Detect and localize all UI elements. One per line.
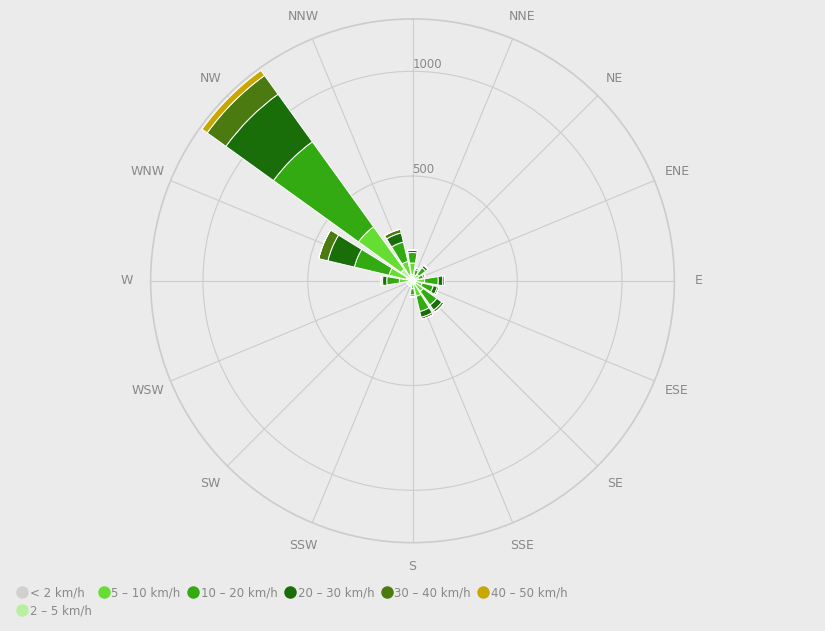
Bar xyxy=(410,281,412,283)
Bar xyxy=(416,268,420,269)
Bar xyxy=(407,278,412,281)
Bar xyxy=(420,308,432,317)
Bar xyxy=(408,284,409,285)
Bar xyxy=(408,252,417,263)
Bar xyxy=(413,280,417,281)
Bar xyxy=(202,71,265,133)
Bar xyxy=(414,274,419,279)
Bar xyxy=(415,283,423,292)
Legend: < 2 km/h, 2 – 5 km/h, 5 – 10 km/h, 10 – 20 km/h, 20 – 30 km/h, 30 – 40 km/h, 40 : < 2 km/h, 2 – 5 km/h, 5 – 10 km/h, 10 – … xyxy=(14,582,573,622)
Bar xyxy=(399,279,408,283)
Bar xyxy=(410,281,412,282)
Bar xyxy=(414,278,418,280)
Bar xyxy=(431,286,437,294)
Bar xyxy=(411,282,412,284)
Bar xyxy=(408,250,417,251)
Bar xyxy=(408,280,412,281)
Bar xyxy=(412,278,413,280)
Bar xyxy=(411,283,414,289)
Bar xyxy=(402,261,411,276)
Bar xyxy=(417,275,423,280)
Bar xyxy=(442,276,445,286)
Bar xyxy=(411,280,412,281)
Bar xyxy=(414,270,418,276)
Bar xyxy=(407,282,408,284)
Bar xyxy=(422,274,425,278)
Bar xyxy=(410,288,415,295)
Bar xyxy=(410,283,412,286)
Bar xyxy=(415,281,422,286)
Bar xyxy=(412,281,416,284)
Bar xyxy=(420,288,436,305)
Bar xyxy=(226,94,313,180)
Bar xyxy=(417,279,425,283)
Bar xyxy=(425,276,438,285)
Bar xyxy=(273,142,374,242)
Bar xyxy=(318,230,338,261)
Bar xyxy=(412,278,415,280)
Bar xyxy=(408,281,410,283)
Bar xyxy=(421,283,433,292)
Bar xyxy=(434,302,444,312)
Bar xyxy=(416,294,429,312)
Bar xyxy=(358,227,404,273)
Bar xyxy=(384,229,401,239)
Bar xyxy=(408,251,417,253)
Bar xyxy=(407,282,408,284)
Bar xyxy=(430,298,442,310)
Bar xyxy=(434,286,439,295)
Bar xyxy=(412,281,413,283)
Bar xyxy=(408,283,411,285)
Bar xyxy=(417,268,426,276)
Bar xyxy=(409,285,412,286)
Bar xyxy=(423,265,428,270)
Bar xyxy=(410,263,415,274)
Bar xyxy=(401,269,412,280)
Bar xyxy=(355,249,392,275)
Bar xyxy=(407,282,408,284)
Bar xyxy=(421,313,433,319)
Bar xyxy=(383,276,387,286)
Bar xyxy=(415,268,419,271)
Bar xyxy=(413,280,415,281)
Bar xyxy=(412,281,415,285)
Bar xyxy=(413,275,416,279)
Bar xyxy=(412,274,413,280)
Bar xyxy=(207,76,278,146)
Bar xyxy=(387,276,399,285)
Bar xyxy=(413,281,416,283)
Bar xyxy=(409,274,412,280)
Bar xyxy=(389,268,408,280)
Bar xyxy=(413,285,421,297)
Bar xyxy=(438,276,443,286)
Bar xyxy=(422,266,428,271)
Bar xyxy=(387,233,403,247)
Bar xyxy=(408,284,409,286)
Bar xyxy=(410,295,415,297)
Bar xyxy=(328,235,361,267)
Bar xyxy=(423,274,426,278)
Bar xyxy=(381,276,383,286)
Bar xyxy=(392,242,408,264)
